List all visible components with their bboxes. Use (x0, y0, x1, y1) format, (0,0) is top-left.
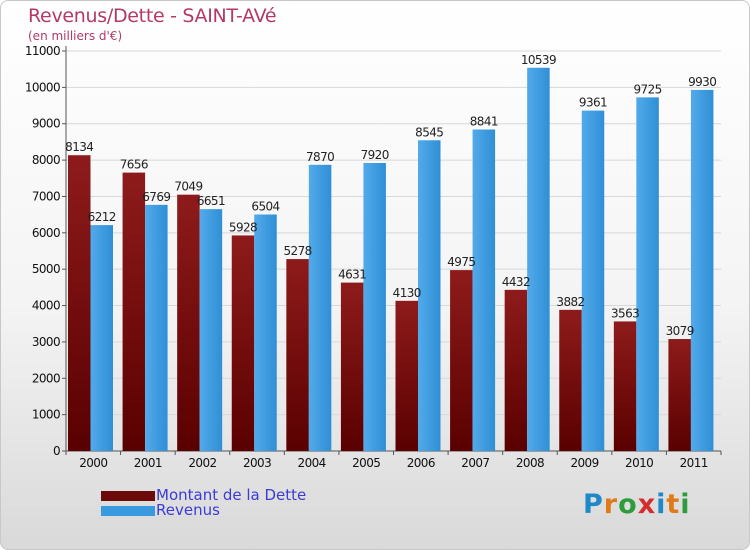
y-tick-label: 2000 (32, 371, 60, 385)
data-label-revenue: 6212 (88, 210, 116, 224)
data-label-revenue: 9725 (634, 82, 662, 96)
bar-debt (395, 300, 418, 451)
data-label-debt: 4130 (393, 286, 421, 300)
chart-subtitle: (en milliers d'€) (28, 29, 123, 43)
bar-debt (668, 339, 691, 451)
bar-debt (122, 172, 146, 451)
logo-letter: i (656, 489, 667, 520)
data-label-debt: 5278 (284, 244, 312, 258)
x-tick-label: 2011 (680, 456, 708, 470)
y-tick-label: 10000 (25, 80, 60, 94)
y-tick-label: 7000 (32, 189, 60, 203)
bar-debt (450, 270, 473, 451)
x-tick-label: 2005 (352, 456, 380, 470)
data-label-debt: 7656 (120, 158, 148, 172)
y-tick-label: 0 (53, 444, 60, 458)
bar-revenue (472, 129, 496, 451)
bar-revenue (581, 110, 605, 451)
bar-revenue (199, 209, 223, 451)
bar-debt (231, 235, 255, 451)
legend-label-debt: Montant de la Dette (156, 486, 307, 504)
proxiti-logo: Proxiti (583, 489, 691, 520)
y-tick-label: 1000 (32, 408, 60, 422)
data-label-revenue: 8545 (415, 125, 443, 139)
legend-swatch-revenue (101, 506, 155, 516)
chart-title: Revenus/Dette - SAINT-AVé (28, 5, 277, 27)
y-tick-label: 6000 (32, 226, 60, 240)
data-label-debt: 7049 (174, 180, 202, 194)
bar-revenue (308, 164, 332, 451)
logo-letter: t (666, 489, 681, 520)
data-label-revenue: 8841 (470, 115, 498, 129)
bar-debt (613, 321, 637, 451)
x-tick-label: 2004 (298, 456, 326, 470)
legend-swatch-debt (101, 491, 155, 501)
grid-lines (66, 50, 721, 452)
y-tick-label: 8000 (32, 153, 60, 167)
x-tick-label: 2010 (625, 456, 653, 470)
bar-revenue (145, 204, 168, 451)
data-label-debt: 8134 (65, 140, 93, 154)
data-label-revenue: 7920 (361, 148, 389, 162)
data-label-debt: 3882 (556, 295, 584, 309)
bar-revenue (690, 89, 714, 451)
bar-revenue (527, 67, 550, 451)
bars (68, 67, 714, 452)
bar-debt (177, 194, 200, 451)
y-tick-label: 11000 (25, 44, 60, 58)
data-label-debt: 5928 (229, 220, 257, 234)
x-tick-label: 2000 (79, 456, 107, 470)
y-tick-label: 3000 (32, 335, 60, 349)
data-label-revenue: 6504 (251, 199, 279, 213)
y-tick-label: 4000 (32, 299, 60, 313)
y-tick-label: 5000 (32, 262, 60, 276)
logo-letter: x (637, 489, 657, 520)
data-label-debt: 4975 (447, 255, 475, 269)
logo-letter: o (618, 489, 638, 520)
legend-label-revenue: Revenus (156, 501, 220, 519)
bar-debt (286, 259, 309, 451)
x-tick-label: 2003 (243, 456, 271, 470)
x-tick-label: 2007 (461, 456, 489, 470)
logo-letter: i (680, 489, 691, 520)
x-tick-label: 2008 (516, 456, 544, 470)
logo-letter: P (583, 489, 604, 520)
bar-revenue (363, 163, 386, 451)
bar-revenue (418, 140, 441, 452)
data-label-debt: 4432 (502, 275, 530, 289)
data-label-revenue: 6651 (197, 194, 225, 208)
data-label-revenue: 9361 (579, 96, 607, 110)
bar-debt (340, 282, 364, 451)
bar-debt (504, 289, 528, 451)
bar-revenue (636, 97, 659, 451)
data-label-revenue: 7870 (306, 150, 334, 164)
bar-debt (68, 155, 91, 451)
bar-debt (559, 309, 582, 451)
y-tick-label: 9000 (32, 117, 60, 131)
data-label-revenue: 10539 (521, 53, 556, 67)
axes: 0 1000 2000 3000 4000 5000 6000 7000 8000 9000 100… (25, 44, 722, 470)
x-tick-label: 2009 (570, 456, 598, 470)
data-label-debt: 3563 (611, 306, 639, 320)
bar-revenue (254, 214, 277, 451)
x-tick-label: 2002 (188, 456, 216, 470)
x-tick-label: 2001 (134, 456, 162, 470)
data-label-debt: 4631 (338, 268, 366, 282)
data-label-revenue: 6769 (142, 190, 170, 204)
data-label-revenue: 9930 (688, 75, 716, 89)
bar-revenue (90, 225, 113, 451)
data-label-debt: 3079 (666, 324, 694, 338)
logo-letter: r (603, 489, 619, 520)
x-tick-label: 2006 (407, 456, 435, 470)
